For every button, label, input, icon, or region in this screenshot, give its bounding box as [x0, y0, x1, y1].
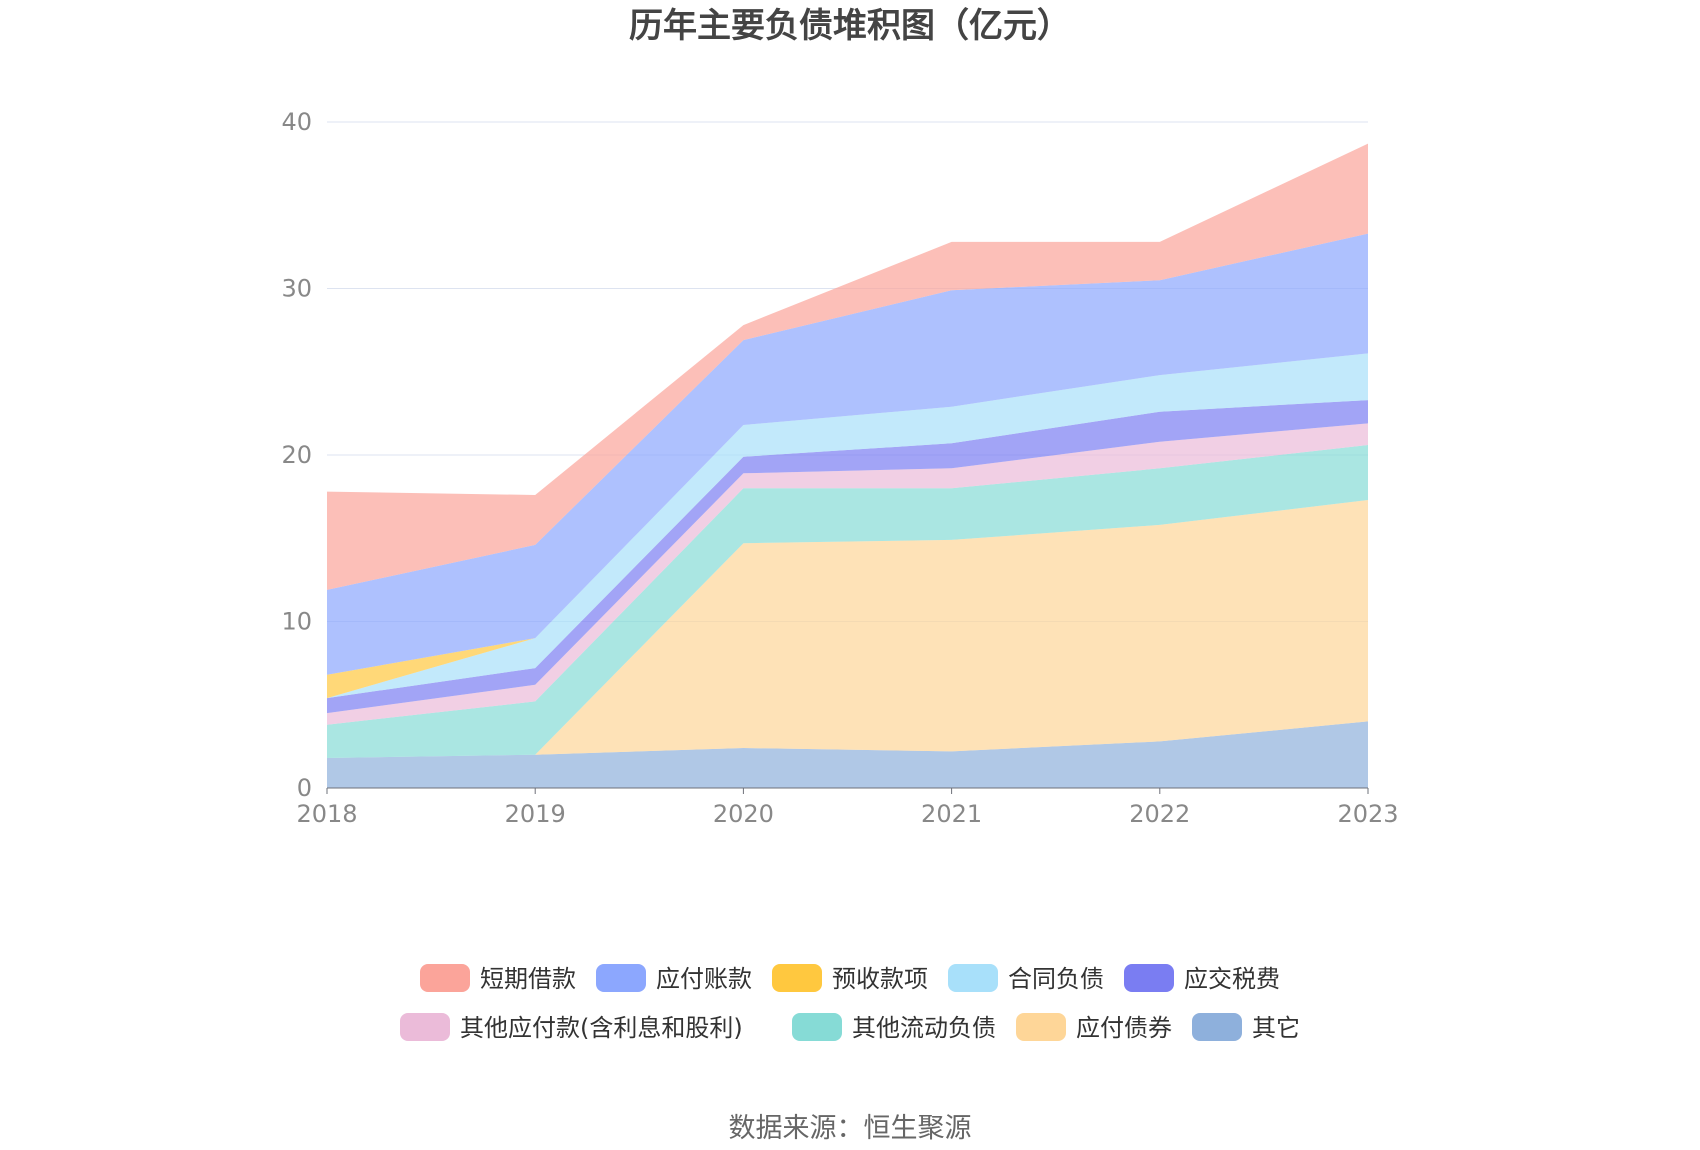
legend-swatch: [948, 964, 998, 992]
legend-item[interactable]: 合同负债: [948, 964, 1104, 993]
legend-label: 应付债券: [1076, 1014, 1172, 1042]
legend-item[interactable]: 其他流动负债: [792, 1013, 996, 1042]
x-tick-label: 2023: [1337, 800, 1398, 828]
legend-label: 应交税费: [1184, 965, 1280, 993]
legend-label: 短期借款: [480, 965, 576, 993]
x-tick-label: 2021: [921, 800, 982, 828]
legend-swatch: [1192, 1013, 1242, 1041]
data-source-note: 数据来源：恒生聚源: [729, 1113, 972, 1144]
area-series-7[interactable]: [327, 233, 1368, 675]
area-series-8[interactable]: [327, 143, 1368, 590]
legend-swatch: [596, 964, 646, 992]
legend-label: 其它: [1252, 1014, 1300, 1042]
legend-swatch: [400, 1013, 450, 1041]
legend-item[interactable]: 应付债券: [1016, 1013, 1172, 1042]
area-series-5[interactable]: [327, 353, 1368, 699]
legend-swatch: [1124, 964, 1174, 992]
y-tick-label: 20: [281, 441, 312, 469]
area-series: [327, 143, 1368, 788]
legend-swatch: [772, 964, 822, 992]
x-tick-label: 2018: [296, 800, 357, 828]
legend-item[interactable]: 其它: [1192, 1013, 1300, 1042]
legend-item[interactable]: 短期借款: [420, 964, 576, 993]
legend-item[interactable]: 预收款项: [772, 964, 928, 993]
legend-item[interactable]: 其他应付款(含利息和股利): [400, 1013, 743, 1042]
x-tick-label: 2022: [1129, 800, 1190, 828]
area-series-2[interactable]: [327, 445, 1368, 758]
area-series-6[interactable]: [327, 353, 1368, 699]
area-series-1[interactable]: [327, 500, 1368, 758]
legend-item[interactable]: 应交税费: [1124, 964, 1280, 993]
y-tick-label: 30: [281, 275, 312, 303]
area-series-0[interactable]: [327, 721, 1368, 788]
legend-label: 其他流动负债: [852, 1014, 996, 1042]
legend-label: 合同负债: [1008, 965, 1104, 993]
chart-title: 历年主要负债堆积图（亿元）: [629, 6, 1071, 46]
y-tick-label: 10: [281, 608, 312, 636]
x-tick-label: 2019: [505, 800, 566, 828]
axes: 0 10 20 30 40 2018 2019 2020 2021 2022 2023: [281, 108, 1398, 828]
legend-item[interactable]: 应付账款: [596, 964, 752, 993]
legend-swatch: [792, 1013, 842, 1041]
y-tick-label: 40: [281, 108, 312, 136]
legend-label: 预收款项: [832, 965, 928, 993]
legend-swatch: [420, 964, 470, 992]
area-series-3[interactable]: [327, 423, 1368, 725]
x-tick-label: 2020: [713, 800, 774, 828]
legend-swatch: [1016, 1013, 1066, 1041]
y-tick-label: 0: [297, 774, 312, 802]
area-series-4[interactable]: [327, 400, 1368, 714]
legend-label: 其他应付款(含利息和股利): [460, 1014, 743, 1042]
legend-label: 应付账款: [656, 965, 752, 993]
